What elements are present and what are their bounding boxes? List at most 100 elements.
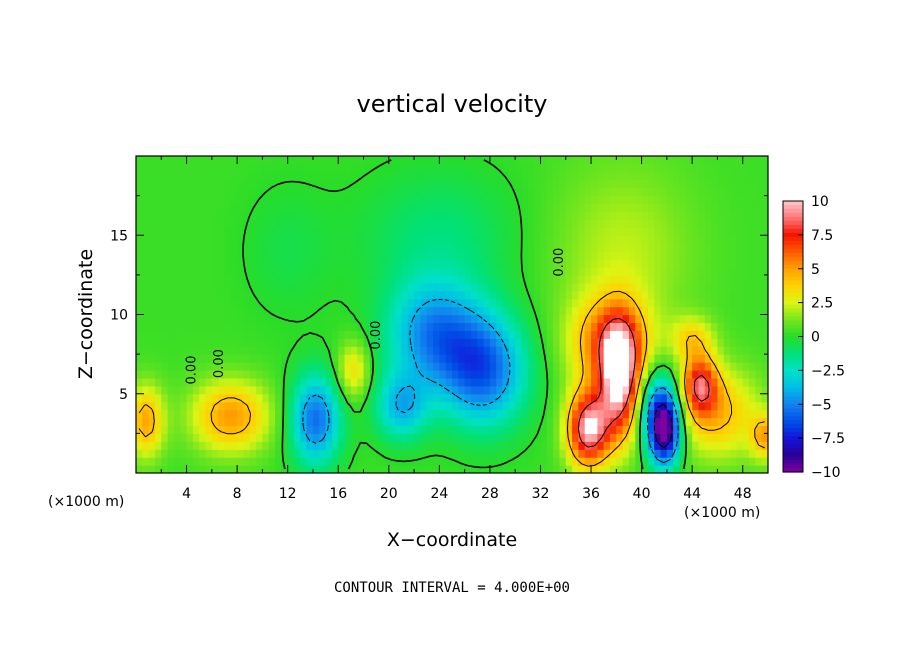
field-cell xyxy=(761,306,768,316)
field-cell xyxy=(369,425,377,434)
field-cell xyxy=(704,235,712,244)
field-cell xyxy=(173,179,181,189)
field-cell xyxy=(312,354,320,363)
field-cell xyxy=(477,385,485,395)
field-cell xyxy=(622,274,630,284)
field-cell xyxy=(622,171,630,181)
field-cell xyxy=(205,290,213,300)
field-cell xyxy=(565,203,573,213)
colorbar-segment xyxy=(783,232,803,238)
field-cell xyxy=(578,409,586,419)
field-cell xyxy=(553,362,561,371)
field-cell xyxy=(603,227,611,236)
field-cell xyxy=(407,385,415,395)
field-cell xyxy=(755,346,763,355)
field-cell xyxy=(559,433,567,442)
field-cell xyxy=(344,457,352,466)
field-cell xyxy=(186,290,194,300)
field-cell xyxy=(597,306,605,316)
field-cell xyxy=(414,227,421,236)
field-cell xyxy=(136,401,143,411)
field-cell xyxy=(338,338,346,347)
field-cell xyxy=(211,433,219,442)
field-cell xyxy=(237,354,245,363)
field-cell xyxy=(420,251,428,260)
field-cell xyxy=(742,274,750,284)
colorbar-segment xyxy=(783,224,803,230)
field-cell xyxy=(376,362,384,371)
field-cell xyxy=(395,235,403,244)
field-cell xyxy=(527,187,535,197)
field-cell xyxy=(243,441,251,450)
field-cell xyxy=(420,219,428,228)
field-cell xyxy=(388,163,396,173)
field-cell xyxy=(483,306,491,316)
field-cell xyxy=(237,330,245,339)
field-cell xyxy=(357,219,365,228)
field-cell xyxy=(603,171,611,181)
field-cell xyxy=(218,393,226,403)
field-cell xyxy=(717,385,725,395)
field-cell xyxy=(660,227,668,236)
field-cell xyxy=(154,298,162,308)
field-cell xyxy=(319,179,327,189)
field-cell xyxy=(622,465,630,473)
field-cell xyxy=(281,274,289,284)
field-cell xyxy=(154,354,162,363)
field-cell xyxy=(673,354,681,363)
field-cell xyxy=(742,195,750,205)
field-cell xyxy=(306,417,314,427)
field-cell xyxy=(344,346,352,355)
field-cell xyxy=(439,187,447,197)
field-cell xyxy=(338,322,346,331)
field-cell xyxy=(635,441,643,450)
field-cell xyxy=(496,417,504,427)
field-cell xyxy=(287,409,295,419)
field-cell xyxy=(679,385,687,395)
field-cell xyxy=(673,235,681,244)
field-cell xyxy=(603,314,611,324)
field-cell xyxy=(167,235,175,244)
field-cell xyxy=(496,362,504,371)
field-cell xyxy=(167,417,175,427)
field-cell xyxy=(591,195,598,205)
field-cell xyxy=(275,314,282,324)
field-cell xyxy=(218,235,226,244)
field-cell xyxy=(717,306,725,316)
field-cell xyxy=(350,266,358,276)
field-cell xyxy=(704,409,712,419)
field-cell xyxy=(180,171,188,181)
field-cell xyxy=(388,314,396,324)
field-cell xyxy=(382,266,390,276)
field-cell xyxy=(180,290,188,300)
field-cell xyxy=(199,377,207,387)
field-cell xyxy=(534,346,542,355)
field-cell xyxy=(578,203,586,213)
field-cell xyxy=(331,195,339,205)
colorbar-segment xyxy=(783,468,803,473)
field-cell xyxy=(312,274,320,284)
field-cell xyxy=(622,409,630,419)
field-cell xyxy=(540,282,548,292)
field-cell xyxy=(173,330,181,339)
field-cell xyxy=(660,457,668,466)
field-cell xyxy=(173,227,181,236)
field-cell xyxy=(515,259,523,268)
field-cell xyxy=(711,219,719,228)
field-cell xyxy=(489,282,497,292)
field-cell xyxy=(477,266,485,276)
field-cell xyxy=(167,298,175,308)
field-cell xyxy=(256,156,263,165)
field-cell xyxy=(186,425,194,434)
field-cell xyxy=(395,187,403,197)
field-cell xyxy=(275,401,282,411)
field-cell xyxy=(464,243,472,252)
field-cell xyxy=(647,179,655,189)
field-cell xyxy=(647,219,655,228)
field-cell xyxy=(470,235,478,244)
field-cell xyxy=(654,298,662,308)
field-cell xyxy=(603,393,611,403)
field-cell xyxy=(458,425,466,434)
field-cell xyxy=(572,243,579,252)
field-cell xyxy=(300,211,308,221)
